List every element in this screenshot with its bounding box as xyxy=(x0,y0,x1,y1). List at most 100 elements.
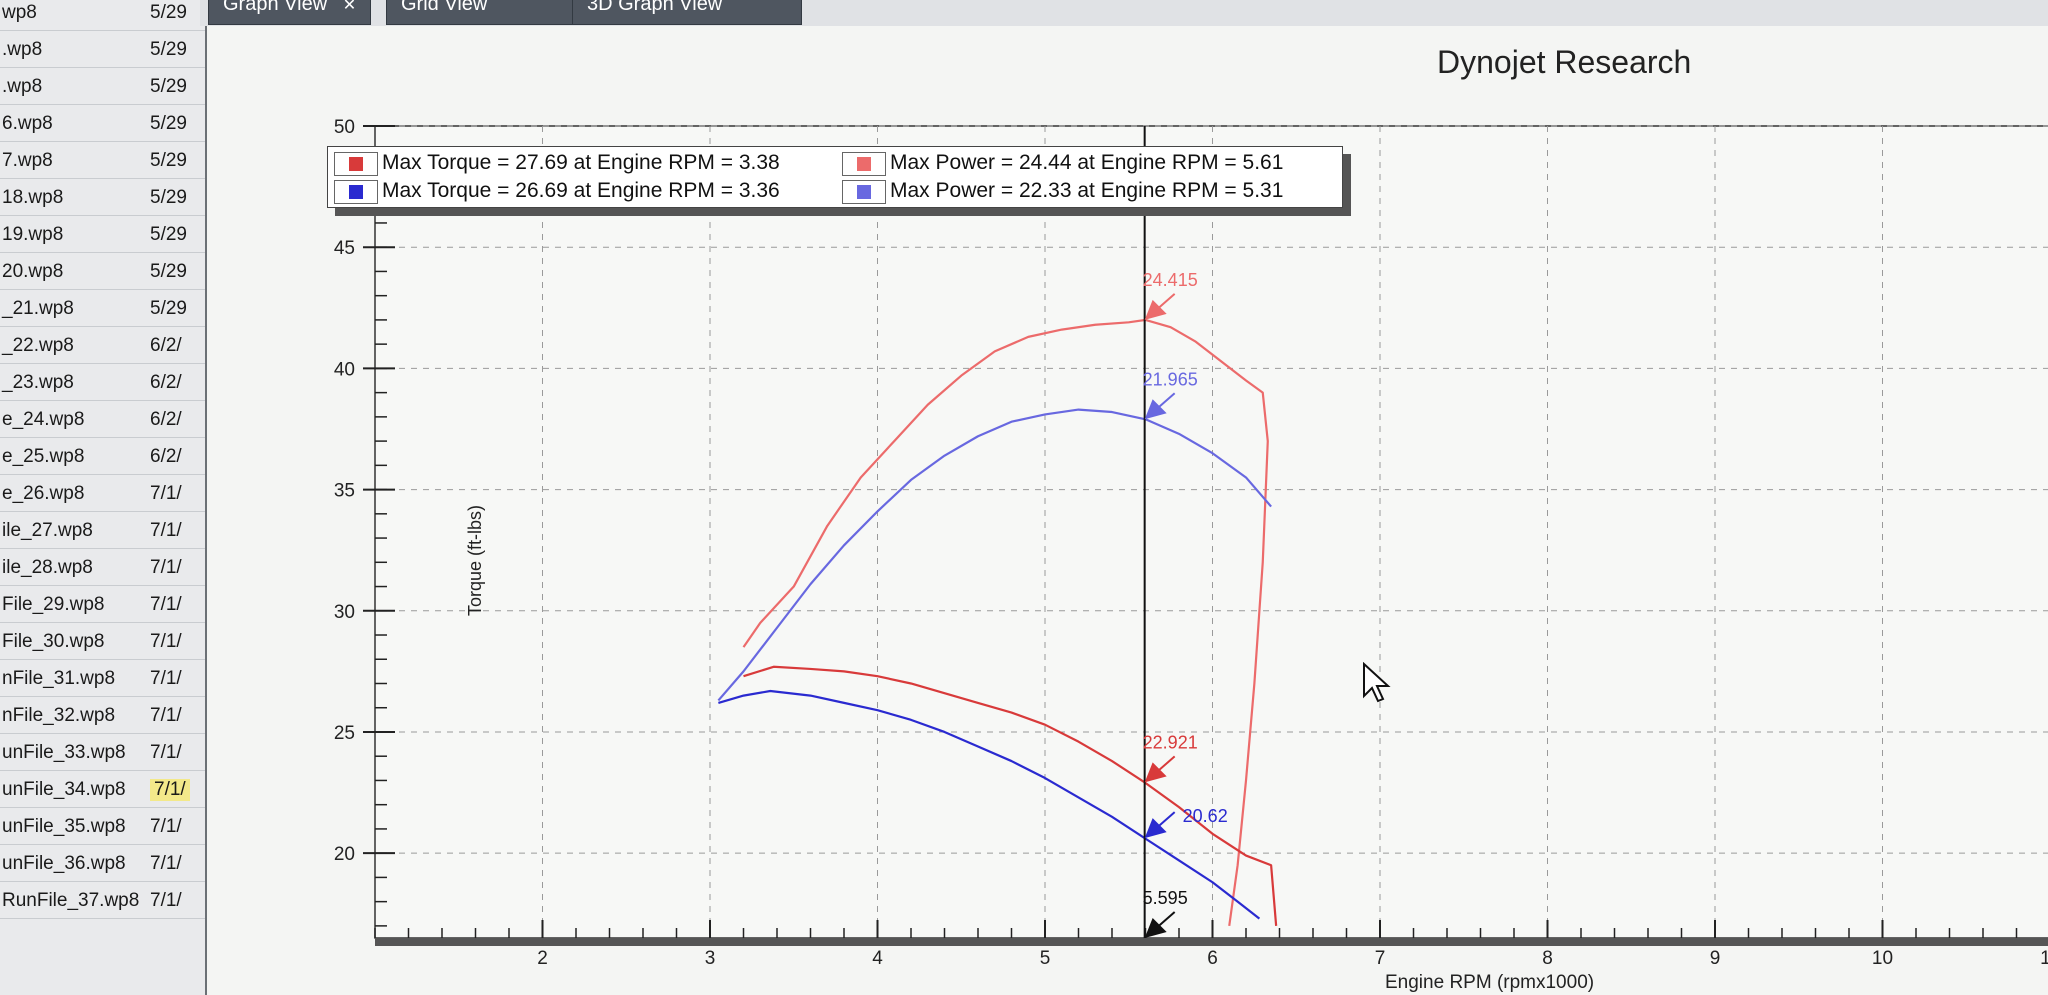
file-name: File_30.wp8 xyxy=(2,631,105,652)
file-name: 18.wp8 xyxy=(2,187,64,208)
file-name: unFile_35.wp8 xyxy=(2,816,126,837)
file-list-item[interactable]: _23.wp8 6/2/ xyxy=(0,364,230,401)
x-tick-label: 9 xyxy=(1710,948,1721,969)
x-tick-label: 8 xyxy=(1542,948,1553,969)
legend-swatch xyxy=(842,152,886,176)
file-date: 7/1/ xyxy=(150,520,182,541)
annotation-arrow-icon xyxy=(1144,399,1167,420)
file-date: 5/29 xyxy=(150,187,187,208)
file-date: 7/1/ xyxy=(150,594,182,615)
file-name: unFile_36.wp8 xyxy=(2,853,126,874)
annotation-arrow-stem xyxy=(1158,911,1176,927)
file-name: _23.wp8 xyxy=(2,372,74,393)
annotation-arrow-stem xyxy=(1158,293,1176,309)
file-list-item[interactable]: 20.wp8 5/29 xyxy=(0,253,230,290)
annotation-label: 24.415 xyxy=(1143,270,1198,290)
series-line xyxy=(742,318,1269,927)
file-list-item[interactable]: File_29.wp8 7/1/ xyxy=(0,586,230,623)
x-tick-label: 5 xyxy=(1040,948,1051,969)
file-list-item[interactable]: 18.wp8 5/29 xyxy=(0,179,230,216)
file-date: 7/1/ xyxy=(150,853,182,874)
file-date: 5/29 xyxy=(150,261,187,282)
file-list-item[interactable]: .wp8 5/29 xyxy=(0,31,230,68)
x-tick-label: 2 xyxy=(537,948,548,969)
x-tick-label: 6 xyxy=(1207,948,1218,969)
file-list-item[interactable]: unFile_35.wp8 7/1/ xyxy=(0,808,230,845)
file-name: e_26.wp8 xyxy=(2,483,85,504)
x-axis-label: Engine RPM (rpmx1000) xyxy=(1385,972,1595,993)
file-name: 6.wp8 xyxy=(2,113,53,134)
file-name: unFile_33.wp8 xyxy=(2,742,126,763)
legend-swatch xyxy=(334,152,378,176)
annotation-arrow-icon xyxy=(1144,818,1167,839)
file-list-item[interactable]: RunFile_37.wp8 7/1/ xyxy=(0,882,230,919)
file-date: 5/29 xyxy=(150,113,187,134)
y-tick-label: 25 xyxy=(334,723,355,744)
series-line xyxy=(717,408,1272,702)
file-date: 6/2/ xyxy=(150,372,182,393)
file-list-item[interactable]: 6.wp8 5/29 xyxy=(0,105,230,142)
file-list-item[interactable]: File_30.wp8 7/1/ xyxy=(0,623,230,660)
file-name: RunFile_37.wp8 xyxy=(2,890,140,911)
x-tick-label: 11 xyxy=(2040,948,2048,969)
file-date: 5/29 xyxy=(150,298,187,319)
x-tick-label: 7 xyxy=(1375,948,1386,969)
file-date: 5/29 xyxy=(150,150,187,171)
file-list-item[interactable]: e_26.wp8 7/1/ xyxy=(0,475,230,512)
file-name: 19.wp8 xyxy=(2,224,64,245)
file-list-item[interactable]: e_25.wp8 6/2/ xyxy=(0,438,230,475)
file-list-item[interactable]: 19.wp8 5/29 xyxy=(0,216,230,253)
file-list-item[interactable]: ile_27.wp8 7/1/ xyxy=(0,512,230,549)
file-name: e_24.wp8 xyxy=(2,409,85,430)
y-tick-label: 50 xyxy=(334,117,355,138)
file-list-item[interactable]: 7.wp8 5/29 xyxy=(0,142,230,179)
annotation-arrow-stem xyxy=(1158,392,1176,409)
file-list-item[interactable]: e_24.wp8 6/2/ xyxy=(0,401,230,438)
tab-3d-graph-view[interactable]: 3D Graph View xyxy=(572,0,802,25)
file-list-item[interactable]: nFile_31.wp8 7/1/ xyxy=(0,660,230,697)
file-date: 7/1/ xyxy=(150,557,182,578)
x-tick-label: 10 xyxy=(1872,948,1893,969)
annotation-label: 21.965 xyxy=(1143,369,1198,389)
file-list-item[interactable]: unFile_33.wp8 7/1/ xyxy=(0,734,230,771)
dyno-chart: 2345678910112025303540455024.41521.96522… xyxy=(334,117,2048,969)
file-date: 7/1/ xyxy=(150,705,182,726)
file-list-item[interactable]: nFile_32.wp8 7/1/ xyxy=(0,697,230,734)
annotation-label: 5.595 xyxy=(1143,888,1188,908)
file-list-item[interactable]: _22.wp8 6/2/ xyxy=(0,327,230,364)
file-date: 5/29 xyxy=(150,39,187,60)
file-name: 7.wp8 xyxy=(2,150,53,171)
file-name: nFile_31.wp8 xyxy=(2,668,116,689)
file-list-item[interactable]: .wp8 5/29 xyxy=(0,68,230,105)
tab-close-icon[interactable]: ✕ xyxy=(342,0,357,14)
file-date: 7/1/ xyxy=(150,483,182,504)
file-name: unFile_34.wp8 xyxy=(2,779,126,800)
y-tick-label: 35 xyxy=(334,481,355,502)
file-date: 7/1/ xyxy=(150,742,182,763)
file-name: _22.wp8 xyxy=(2,335,74,356)
file-name: nFile_32.wp8 xyxy=(2,705,116,726)
file-list-item[interactable]: _21.wp8 5/29 xyxy=(0,290,230,327)
legend-swatch xyxy=(842,180,886,204)
y-tick-label: 30 xyxy=(334,602,355,623)
file-list-item[interactable]: unFile_36.wp8 7/1/ xyxy=(0,845,230,882)
annotation-arrow-stem xyxy=(1158,811,1176,827)
file-name: _21.wp8 xyxy=(2,298,74,319)
series-line xyxy=(718,689,1261,920)
file-date: 6/2/ xyxy=(150,446,182,467)
annotation-arrow-stem xyxy=(1158,755,1176,772)
file-list-item[interactable]: wp8 5/29 xyxy=(0,0,230,31)
file-list-item[interactable]: ile_28.wp8 7/1/ xyxy=(0,549,230,586)
annotation-arrow-icon xyxy=(1144,762,1167,783)
chart-title: Dynojet Research xyxy=(1437,44,1692,80)
tab-graph-view[interactable]: Graph View ✕ xyxy=(208,0,372,25)
file-name: e_25.wp8 xyxy=(2,446,85,467)
file-list-item[interactable]: unFile_34.wp8 7/1/ xyxy=(0,771,230,808)
y-tick-label: 20 xyxy=(334,844,355,865)
series-line xyxy=(743,665,1278,926)
file-date: 7/1/ xyxy=(150,890,182,911)
y-axis-label: Torque (ft-lbs) xyxy=(465,504,485,616)
mouse-pointer-icon xyxy=(1363,662,1391,703)
annotation-arrow-icon xyxy=(1144,918,1167,938)
y-tick-label: 40 xyxy=(334,359,355,380)
